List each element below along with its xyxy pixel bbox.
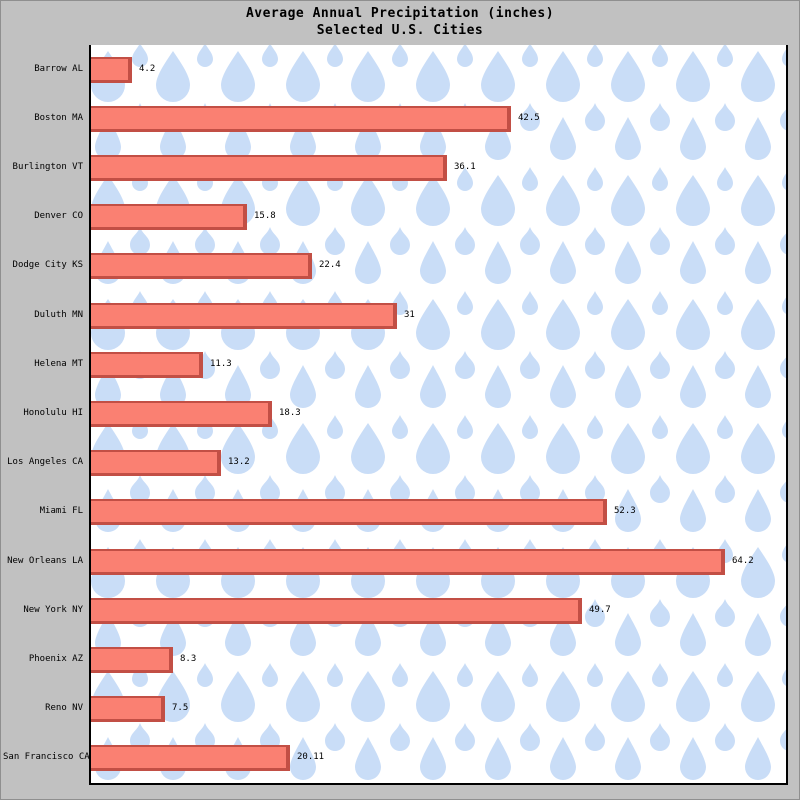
value-label: 49.7 — [589, 604, 611, 615]
bar — [91, 105, 511, 132]
category-label: New York NY — [23, 604, 83, 615]
value-label: 13.2 — [228, 457, 250, 468]
value-label: 31 — [404, 309, 415, 320]
value-label: 20.11 — [297, 752, 325, 763]
bar — [91, 56, 132, 83]
chart-subtitle: Selected U.S. Cities — [316, 23, 484, 38]
value-label: 4.2 — [139, 63, 156, 74]
bar — [91, 450, 221, 477]
category-label: Los Angeles CA — [7, 457, 83, 468]
category-label: Denver CO — [34, 211, 83, 222]
category-label: Dodge City KS — [12, 260, 83, 271]
value-label: 15.8 — [254, 211, 276, 222]
category-label: New Orleans LA — [7, 555, 83, 566]
bar — [91, 647, 173, 673]
category-label: Duluth MN — [34, 309, 83, 320]
value-label: 7.5 — [172, 703, 189, 714]
value-label: 18.3 — [279, 408, 301, 418]
category-label: Phoenix AZ — [28, 654, 83, 664]
bar — [91, 204, 247, 231]
category-label: Honolulu HI — [23, 408, 83, 418]
bar — [91, 745, 290, 772]
plot-area: Barrow AL 4.2 Boston MA 42.5 Burlington VT 36… — [3, 45, 788, 785]
chart-title: Average Annual Precipitation (inches) — [245, 6, 555, 21]
bar — [91, 401, 272, 427]
value-label: 36.1 — [454, 162, 476, 172]
value-label: 52.3 — [614, 506, 636, 517]
bar — [91, 302, 397, 329]
category-label: Barrow AL — [34, 63, 83, 74]
bar — [91, 696, 165, 723]
bar — [91, 253, 312, 280]
bar-rows: Barrow AL 4.2 Boston MA 42.5 Burlington VT 36… — [3, 45, 786, 783]
category-label: San Francisco CA — [3, 752, 90, 763]
value-label: 42.5 — [518, 112, 540, 123]
value-label: 11.3 — [210, 358, 232, 369]
bar — [91, 548, 725, 575]
category-label: Boston MA — [34, 112, 83, 123]
value-label: 22.4 — [319, 260, 341, 271]
category-label: Miami FL — [39, 506, 83, 517]
value-label: 64.2 — [732, 555, 754, 566]
category-label: Helena MT — [34, 358, 83, 369]
value-label: 8.3 — [180, 654, 197, 664]
bar — [91, 499, 607, 526]
category-label: Reno NV — [45, 703, 83, 714]
bar — [91, 155, 447, 181]
bar — [91, 351, 203, 378]
bar — [91, 597, 582, 624]
category-label: Burlington VT — [12, 162, 83, 172]
